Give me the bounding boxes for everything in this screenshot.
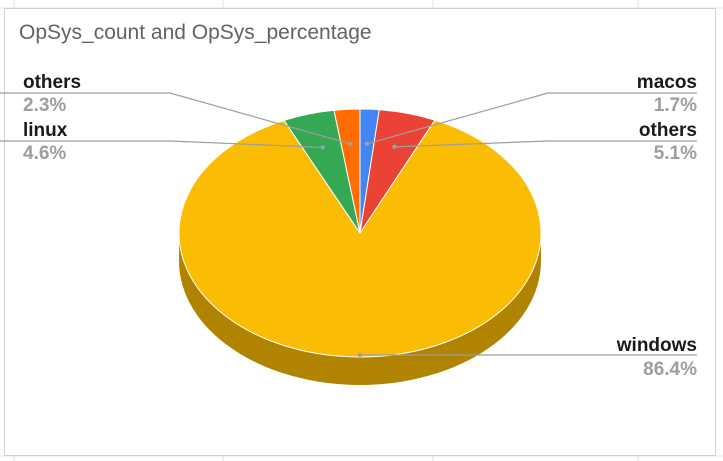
pie-slice-others-4[interactable] — [333, 108, 361, 234]
leader-dot-windows-2 — [357, 352, 363, 358]
leader-line-others-1 — [394, 140, 697, 148]
slice-label-linux-3: linux — [23, 120, 68, 141]
slice-percent-linux-3: 4.6% — [23, 143, 66, 164]
pie-side-windows-2 — [179, 233, 541, 385]
slice-percent-others-1: 5.1% — [654, 143, 697, 164]
slice-percent-others-4: 2.3% — [23, 95, 66, 116]
leader-line-others-4 — [0, 92, 351, 145]
leader-dot-macos-0 — [364, 141, 370, 147]
slice-label-macos-0: macos — [637, 72, 697, 93]
leader-line-linux-3 — [0, 140, 323, 149]
leader-dot-others-1 — [392, 144, 397, 150]
leader-line-macos-0 — [366, 92, 697, 145]
chart-title: OpSys_count and OpSys_percentage — [19, 21, 372, 44]
slice-label-others-4: others — [23, 72, 81, 93]
slice-percent-windows-2: 86.4% — [643, 359, 697, 380]
slice-percent-macos-0: 1.7% — [654, 95, 697, 116]
slice-label-others-1: others — [639, 120, 697, 141]
leader-dot-linux-3 — [320, 145, 326, 150]
slice-label-windows-2: windows — [616, 335, 697, 356]
leader-dot-others-4 — [348, 141, 353, 147]
